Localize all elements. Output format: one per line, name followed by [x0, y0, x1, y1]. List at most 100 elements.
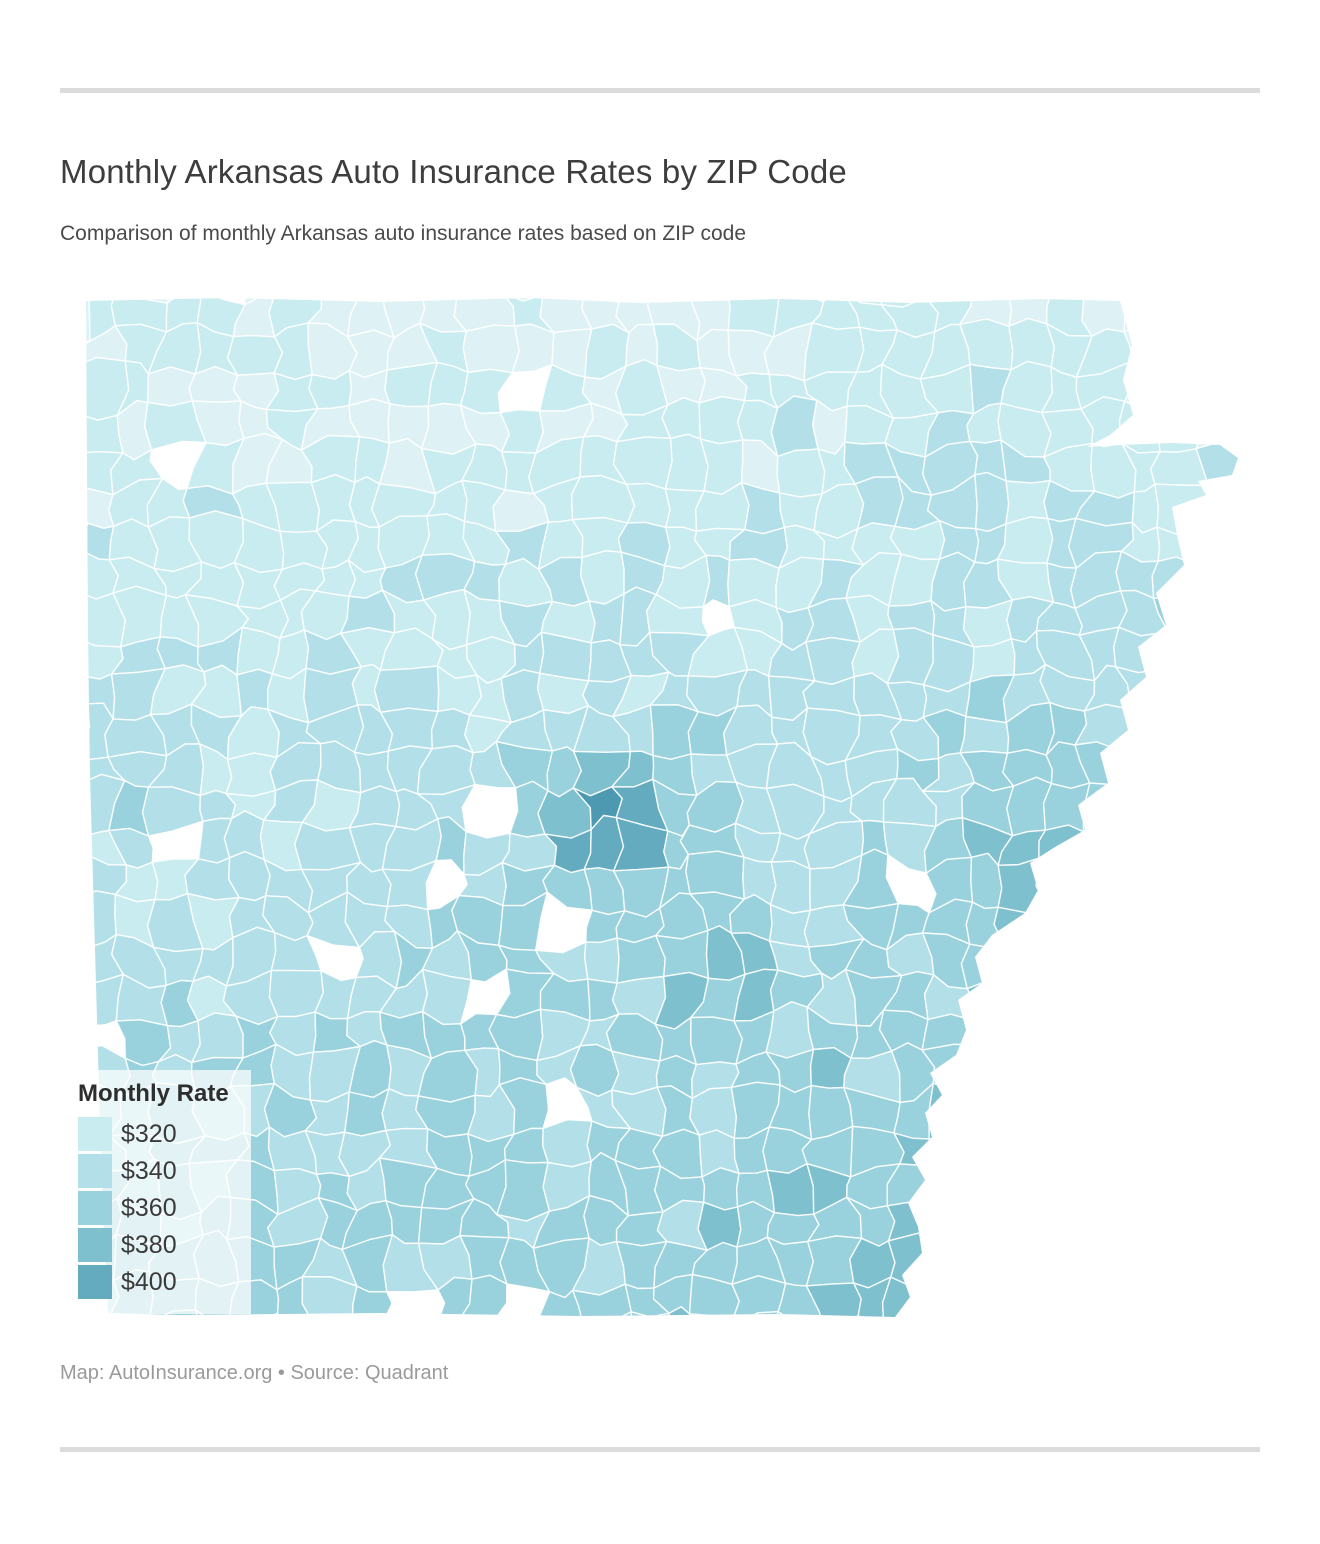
- zip-region[interactable]: [536, 1289, 584, 1320]
- zip-region[interactable]: [688, 1273, 740, 1320]
- zip-region[interactable]: [301, 1276, 358, 1320]
- zip-region[interactable]: [350, 1314, 392, 1320]
- zip-region[interactable]: [1087, 1092, 1136, 1141]
- zip-region[interactable]: [1123, 324, 1171, 374]
- zip-region[interactable]: [580, 550, 625, 605]
- zip-region[interactable]: [1069, 893, 1134, 951]
- zip-region[interactable]: [997, 857, 1052, 914]
- zip-region[interactable]: [1082, 822, 1125, 881]
- zip-region[interactable]: [1087, 979, 1122, 1023]
- zip-region[interactable]: [225, 752, 278, 797]
- zip-region[interactable]: [1191, 598, 1240, 648]
- zip-region[interactable]: [1000, 1083, 1053, 1137]
- zip-region[interactable]: [1197, 297, 1240, 343]
- zip-region[interactable]: [1048, 1251, 1093, 1282]
- zip-region[interactable]: [1079, 295, 1127, 299]
- zip-region[interactable]: [1237, 443, 1240, 487]
- zip-region[interactable]: [1153, 1091, 1204, 1138]
- zip-region[interactable]: [1009, 971, 1040, 1020]
- zip-region[interactable]: [1229, 596, 1240, 640]
- zip-region[interactable]: [729, 1311, 779, 1320]
- zip-region[interactable]: [1157, 1211, 1210, 1251]
- zip-region[interactable]: [972, 1011, 1016, 1057]
- zip-region[interactable]: [80, 779, 87, 837]
- zip-region[interactable]: [80, 853, 91, 902]
- zip-region[interactable]: [962, 1164, 1007, 1213]
- zip-region[interactable]: [932, 1237, 981, 1291]
- zip-region[interactable]: [1077, 935, 1120, 990]
- zip-region[interactable]: [1152, 295, 1213, 306]
- zip-region[interactable]: [969, 1274, 1015, 1320]
- zip-region[interactable]: [661, 1306, 701, 1320]
- zip-region[interactable]: [1046, 1059, 1099, 1100]
- zip-region[interactable]: [1113, 1121, 1166, 1166]
- zip-region[interactable]: [930, 1274, 981, 1320]
- zip-region[interactable]: [383, 1289, 446, 1320]
- zip-region[interactable]: [1119, 1092, 1158, 1138]
- zip-region[interactable]: [1236, 977, 1240, 1017]
- zip-region[interactable]: [1191, 520, 1240, 565]
- zip-region[interactable]: [960, 1125, 1012, 1169]
- zip-region[interactable]: [455, 1315, 507, 1320]
- zip-region[interactable]: [1086, 1276, 1139, 1320]
- zip-region[interactable]: [147, 366, 196, 407]
- zip-region[interactable]: [1116, 1052, 1160, 1098]
- zip-region[interactable]: [80, 295, 90, 300]
- zip-region[interactable]: [1227, 333, 1240, 382]
- zip-region[interactable]: [461, 784, 519, 839]
- zip-region[interactable]: [462, 324, 520, 374]
- zip-region[interactable]: [1152, 707, 1208, 759]
- zip-region[interactable]: [1229, 1088, 1240, 1138]
- zip-region[interactable]: [853, 1276, 892, 1320]
- zip-region[interactable]: [1233, 1286, 1240, 1314]
- zip-region[interactable]: [228, 1313, 284, 1320]
- zip-region[interactable]: [227, 334, 284, 376]
- zip-region[interactable]: [1152, 297, 1207, 334]
- zip-region[interactable]: [1239, 1203, 1240, 1248]
- zip-region[interactable]: [1036, 981, 1096, 1026]
- zip-region[interactable]: [1192, 668, 1240, 723]
- zip-region[interactable]: [1111, 1154, 1163, 1217]
- zip-region[interactable]: [314, 1319, 356, 1320]
- zip-region[interactable]: [1151, 556, 1204, 606]
- zip-region[interactable]: [769, 860, 811, 914]
- zip-region[interactable]: [689, 295, 730, 297]
- zip-region[interactable]: [1159, 815, 1198, 865]
- zip-region[interactable]: [80, 591, 85, 645]
- zip-region[interactable]: [80, 754, 81, 783]
- zip-region[interactable]: [1120, 793, 1170, 824]
- zip-region[interactable]: [1160, 1312, 1207, 1320]
- zip-region[interactable]: [80, 703, 91, 758]
- zip-region[interactable]: [968, 1201, 1017, 1246]
- zip-region[interactable]: [1120, 1208, 1163, 1248]
- zip-region[interactable]: [80, 553, 85, 595]
- zip-region[interactable]: [1039, 295, 1085, 299]
- zip-region[interactable]: [1195, 975, 1241, 1017]
- zip-region[interactable]: [1191, 629, 1240, 680]
- zip-region[interactable]: [1235, 629, 1240, 678]
- zip-region[interactable]: [80, 831, 87, 867]
- zip-region[interactable]: [1038, 1123, 1091, 1184]
- zip-region[interactable]: [1118, 295, 1169, 300]
- zip-region[interactable]: [1190, 742, 1240, 793]
- zip-region[interactable]: [1236, 1306, 1240, 1320]
- zip-region[interactable]: [690, 1016, 743, 1066]
- zip-region[interactable]: [1152, 400, 1205, 453]
- zip-region[interactable]: [276, 1313, 320, 1320]
- zip-region[interactable]: [80, 899, 91, 949]
- zip-region[interactable]: [1005, 1199, 1057, 1253]
- zip-region[interactable]: [1162, 631, 1198, 675]
- zip-region[interactable]: [960, 1088, 1012, 1137]
- zip-region[interactable]: [496, 1314, 554, 1320]
- zip-region[interactable]: [191, 1012, 244, 1064]
- zip-region[interactable]: [80, 1018, 91, 1049]
- zip-region[interactable]: [1154, 1047, 1208, 1100]
- zip-region[interactable]: [584, 937, 620, 984]
- zip-region[interactable]: [1235, 295, 1240, 304]
- zip-region[interactable]: [1118, 979, 1172, 1026]
- zip-region[interactable]: [1195, 1007, 1241, 1049]
- zip-region[interactable]: [1035, 857, 1095, 912]
- zip-region[interactable]: [1231, 894, 1240, 945]
- zip-region[interactable]: [1159, 667, 1208, 723]
- zip-region[interactable]: [1120, 854, 1173, 906]
